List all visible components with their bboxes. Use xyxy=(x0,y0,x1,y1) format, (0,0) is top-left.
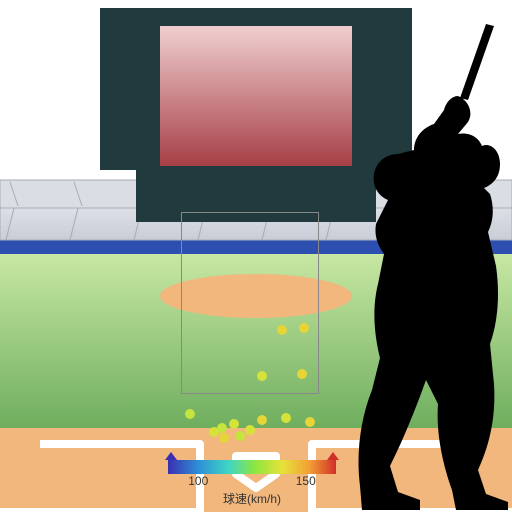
colorbar-ticks: 100 150 xyxy=(168,474,336,488)
pitch-dot xyxy=(235,431,245,441)
pitch-dot xyxy=(257,371,267,381)
pitch-dot xyxy=(219,433,229,443)
pitch-dot xyxy=(229,419,239,429)
colorbar-tick: 150 xyxy=(296,474,316,488)
batter-silhouette xyxy=(318,24,512,510)
pitch-dot xyxy=(299,323,309,333)
speed-colorbar: 100 150 球速(km/h) xyxy=(168,460,336,507)
pitch-chart-canvas: 100 150 球速(km/h) xyxy=(0,0,512,512)
pitch-dot xyxy=(281,413,291,423)
pitch-dot xyxy=(185,409,195,419)
colorbar-gradient xyxy=(168,460,336,474)
pitch-dot xyxy=(297,369,307,379)
pitch-dot xyxy=(305,417,315,427)
colorbar-tick: 100 xyxy=(188,474,208,488)
pitch-dot xyxy=(277,325,287,335)
pitch-dot xyxy=(257,415,267,425)
colorbar-pointer xyxy=(165,452,177,460)
pitch-dot xyxy=(217,423,227,433)
colorbar-label: 球速(km/h) xyxy=(168,490,336,507)
colorbar-pointer xyxy=(327,452,339,460)
pitch-dot xyxy=(245,425,255,435)
